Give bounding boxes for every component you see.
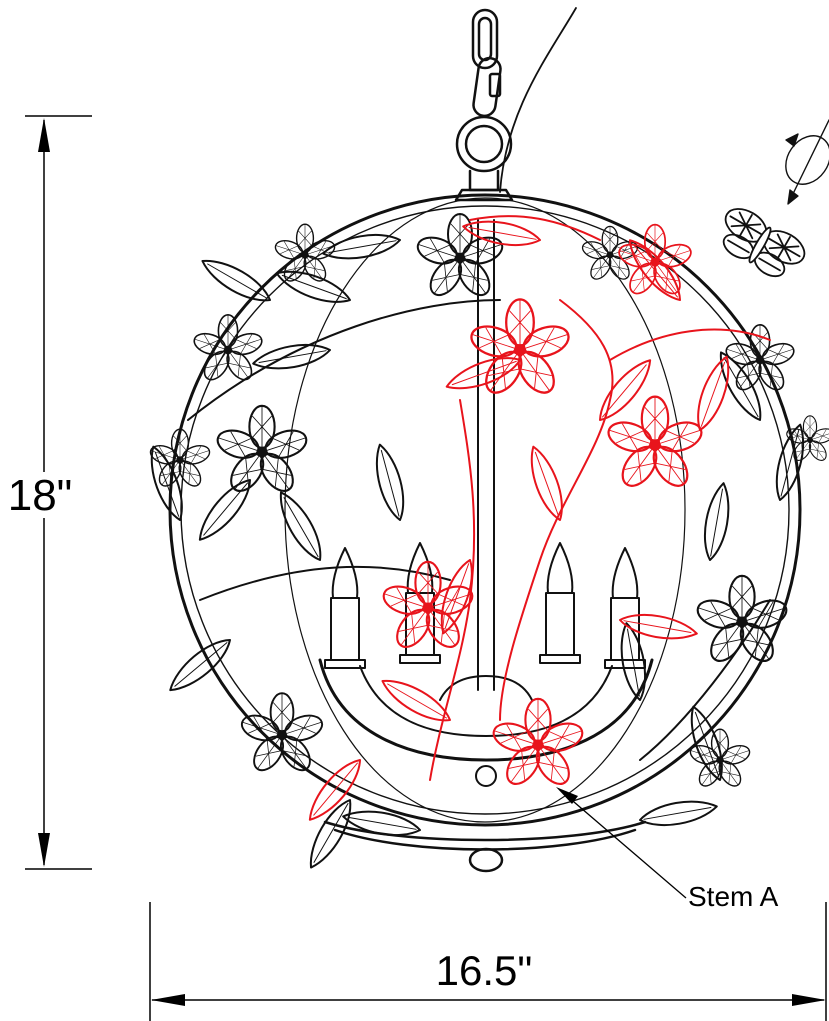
bottom-finial — [323, 820, 647, 873]
stem-a-callout: Stem A — [556, 787, 779, 912]
rotate-arrow-icon — [785, 119, 829, 205]
width-label: 16.5" — [436, 947, 533, 994]
stem-a-highlight — [300, 215, 771, 828]
height-label: 18" — [8, 471, 73, 520]
candle-cluster — [318, 219, 654, 787]
height-dimension: 18" — [2, 115, 92, 870]
butterfly-icon — [722, 208, 806, 278]
stem-a-label: Stem A — [688, 881, 779, 912]
width-dimension: 16.5" — [149, 902, 827, 1021]
hanging-chain — [454, 7, 577, 202]
